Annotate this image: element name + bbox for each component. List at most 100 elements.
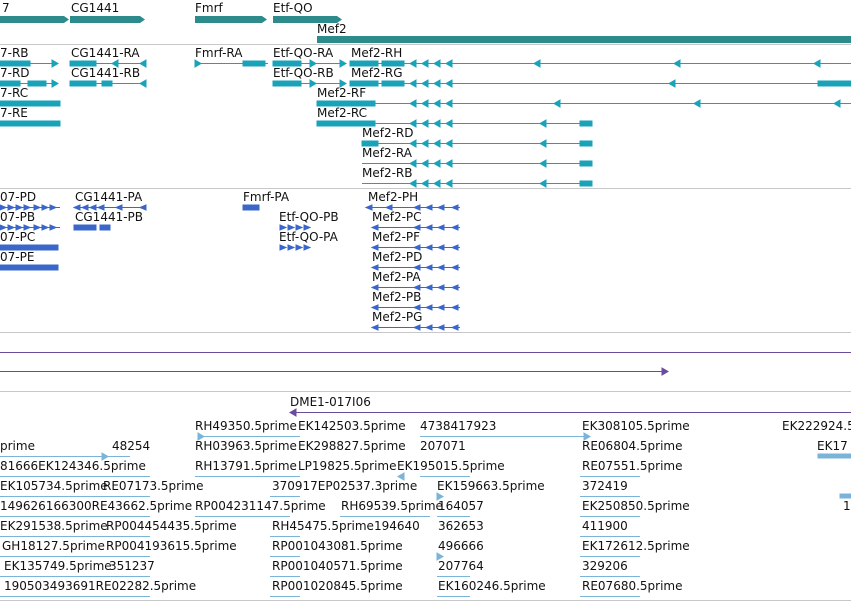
protein-label[interactable]: Mef2-PB: [372, 290, 422, 304]
est-label[interactable]: EK142503.5prime: [298, 419, 406, 433]
est-label[interactable]: RP004454435.5prime: [106, 519, 237, 533]
est-label[interactable]: RH69539.5prime: [341, 499, 443, 513]
transcript-label[interactable]: Fmrf-RA: [195, 46, 243, 60]
protein-label[interactable]: Mef2-PH: [368, 190, 419, 204]
gene-label[interactable]: Mef2: [317, 22, 347, 36]
est-label[interactable]: prime: [0, 439, 35, 453]
est-label[interactable]: RP004231147.5prime: [195, 499, 326, 513]
protein-label[interactable]: 07-PC: [0, 230, 36, 244]
transcript-label[interactable]: Mef2-RC: [317, 106, 368, 120]
gene-track: [0, 16, 851, 43]
track-separator-transcripts: [0, 188, 851, 189]
protein-label[interactable]: CG1441-PA: [75, 190, 143, 204]
protein-label[interactable]: 07-PD: [0, 190, 37, 204]
transcript-label[interactable]: Mef2-RG: [351, 66, 403, 80]
est-track: [0, 432, 851, 597]
est-label[interactable]: 149626166300RE43662.5prime: [0, 499, 193, 513]
est-label[interactable]: 207071: [420, 439, 466, 453]
est-label[interactable]: 329206: [582, 559, 628, 573]
protein-label[interactable]: Mef2-PA: [372, 270, 421, 284]
protein-label[interactable]: Etf-QO-PB: [279, 210, 339, 224]
track-separator-clones: [0, 391, 851, 392]
est-label[interactable]: GH18127.5prime: [2, 539, 105, 553]
est-label[interactable]: RP001020845.5prime: [272, 579, 403, 593]
est-label[interactable]: RE07680.5prime: [582, 579, 683, 593]
transcript-track: [0, 59, 851, 188]
transcript-label[interactable]: 7-RE: [0, 106, 28, 120]
gene-feature[interactable]: [0, 16, 69, 23]
est-label[interactable]: RH13791.5prime: [195, 459, 297, 473]
est-label[interactable]: EK222924.5: [782, 419, 851, 433]
protein-label[interactable]: Etf-QO-PA: [279, 230, 338, 244]
protein-label[interactable]: Mef2-PG: [372, 310, 423, 324]
transcript-label[interactable]: Etf-QO-RB: [273, 66, 334, 80]
track-separator-proteins: [0, 332, 851, 333]
gene-label[interactable]: 7: [2, 1, 10, 15]
transcript-label[interactable]: 7-RC: [0, 86, 29, 100]
gene-feature[interactable]: [70, 16, 145, 23]
est-label[interactable]: EK172612.5prime: [582, 539, 690, 553]
protein-label[interactable]: CG1441-PB: [75, 210, 144, 224]
est-label[interactable]: 164057: [438, 499, 484, 513]
protein-label[interactable]: 07-PE: [0, 250, 35, 264]
gene-feature[interactable]: [195, 16, 267, 23]
est-label[interactable]: EK195015.5prime: [397, 459, 505, 473]
est-label[interactable]: 4738417923: [420, 419, 497, 433]
est-label[interactable]: EK17: [817, 439, 848, 453]
est-label[interactable]: RH45475.5prime194640: [272, 519, 420, 533]
gene-feature[interactable]: [273, 16, 342, 23]
est-label[interactable]: RE07173.5prime: [103, 479, 204, 493]
gene-label[interactable]: CG1441: [71, 1, 120, 15]
est-label[interactable]: 81666EK124346.5prime: [0, 459, 146, 473]
clone-track: [0, 352, 851, 417]
est-label[interactable]: EK308105.5prime: [582, 419, 690, 433]
transcript-label[interactable]: 7-RD: [0, 66, 30, 80]
est-label[interactable]: RE07551.5prime: [582, 459, 683, 473]
est-label[interactable]: 370917EP02537.3prime: [272, 479, 418, 493]
est-label[interactable]: EK160246.5prime: [438, 579, 546, 593]
est-label[interactable]: EK298827.5prime: [298, 439, 406, 453]
est-label[interactable]: RP001040571.5prime: [272, 559, 403, 573]
est-label[interactable]: 411900: [582, 519, 628, 533]
est-label[interactable]: 362653: [438, 519, 484, 533]
est-label[interactable]: 207764: [438, 559, 484, 573]
est-label[interactable]: EK135749.5prime: [4, 559, 112, 573]
clone-label[interactable]: DME1-017I06: [290, 395, 371, 409]
est-label[interactable]: 351237: [109, 559, 155, 573]
protein-label[interactable]: 07-PB: [0, 210, 36, 224]
est-label[interactable]: RH49350.5prime: [195, 419, 297, 433]
est-label[interactable]: EK291538.5prime: [0, 519, 108, 533]
gene-label[interactable]: Fmrf: [195, 1, 223, 15]
transcript-label[interactable]: Mef2-RH: [351, 46, 403, 60]
est-label[interactable]: RH03963.5prime: [195, 439, 297, 453]
transcript-label[interactable]: 7-RB: [0, 46, 29, 60]
protein-track: [0, 204, 460, 331]
est-label[interactable]: EK105734.5prime: [0, 479, 108, 493]
est-label[interactable]: RE06804.5prime: [582, 439, 683, 453]
est-label[interactable]: 496666: [438, 539, 484, 553]
gene-feature[interactable]: [317, 36, 851, 43]
protein-label[interactable]: Mef2-PD: [372, 250, 423, 264]
est-label[interactable]: EK159663.5prime: [437, 479, 545, 493]
protein-label[interactable]: Mef2-PF: [372, 230, 421, 244]
est-label[interactable]: 48254: [112, 439, 151, 453]
transcript-label[interactable]: CG1441-RA: [71, 46, 140, 60]
transcript-label[interactable]: Mef2-RB: [362, 166, 413, 180]
est-label[interactable]: 1: [843, 499, 851, 513]
transcript-label[interactable]: Etf-QO-RA: [273, 46, 334, 60]
est-label[interactable]: RP004193615.5prime: [106, 539, 237, 553]
transcript-label[interactable]: Mef2-RA: [362, 146, 412, 160]
est-label[interactable]: 372419: [582, 479, 628, 493]
protein-label[interactable]: Mef2-PC: [372, 210, 422, 224]
est-label[interactable]: EK250850.5prime: [582, 499, 690, 513]
est-label[interactable]: RP001043081.5prime: [272, 539, 403, 553]
transcript-label[interactable]: Mef2-RD: [362, 126, 414, 140]
gene-label[interactable]: Etf-QO: [273, 1, 313, 15]
protein-label[interactable]: Fmrf-PA: [243, 190, 290, 204]
est-label[interactable]: 190503493691RE02282.5prime: [4, 579, 197, 593]
est-label[interactable]: LP19825.5prime: [298, 459, 397, 473]
transcript-label[interactable]: CG1441-RB: [71, 66, 141, 80]
transcript-label[interactable]: Mef2-RF: [317, 86, 367, 100]
